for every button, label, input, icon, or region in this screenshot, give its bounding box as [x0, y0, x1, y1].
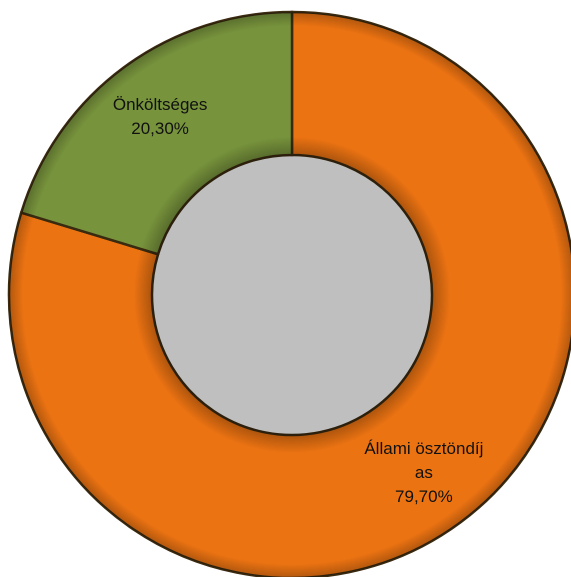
data-label: Önköltséges 20,30%: [113, 93, 208, 141]
category-label: Állami ösztöndíjas: [364, 438, 484, 482]
value-label: 20,30%: [131, 119, 189, 139]
category-label: Önköltséges: [112, 95, 208, 115]
value-label: 79,70%: [395, 486, 453, 506]
data-label: Állami ösztöndíjas 79,70%: [364, 437, 484, 509]
